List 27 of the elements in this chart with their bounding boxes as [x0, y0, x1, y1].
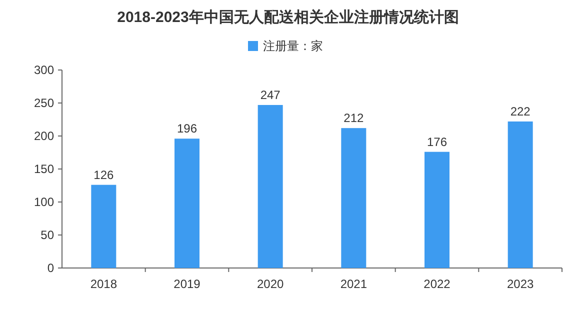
- y-tick-label: 200: [34, 129, 54, 143]
- y-tick-label: 300: [34, 63, 54, 77]
- data-label: 247: [260, 88, 281, 102]
- data-label: 212: [344, 111, 364, 126]
- data-label: 126: [94, 168, 114, 182]
- legend-label: 注册量：家: [263, 39, 323, 53]
- bar: [174, 138, 200, 268]
- x-tick-label: 2022: [424, 277, 451, 291]
- bar: [91, 184, 116, 268]
- bar: [424, 152, 450, 268]
- x-tick-label: 2023: [506, 277, 534, 291]
- y-tick-label: 250: [34, 96, 54, 110]
- bar: [508, 121, 533, 268]
- x-tick-label: 2020: [256, 277, 284, 291]
- y-tick-label: 0: [47, 261, 54, 275]
- data-label: 222: [510, 104, 531, 118]
- y-tick-label: 100: [34, 195, 54, 209]
- x-tick-label: 2021: [340, 277, 368, 291]
- data-label: 176: [426, 134, 448, 149]
- x-tick-label: 2018: [90, 277, 118, 291]
- data-label: 196: [176, 122, 198, 136]
- y-tick-label: 150: [34, 162, 54, 176]
- y-tick-label: 50: [40, 228, 54, 242]
- bar: [341, 128, 366, 268]
- x-tick-label: 2019: [174, 277, 201, 291]
- chart-title: 2018-2023年中国无人配送相关企业注册情况统计图: [117, 8, 459, 26]
- bar: [258, 104, 283, 268]
